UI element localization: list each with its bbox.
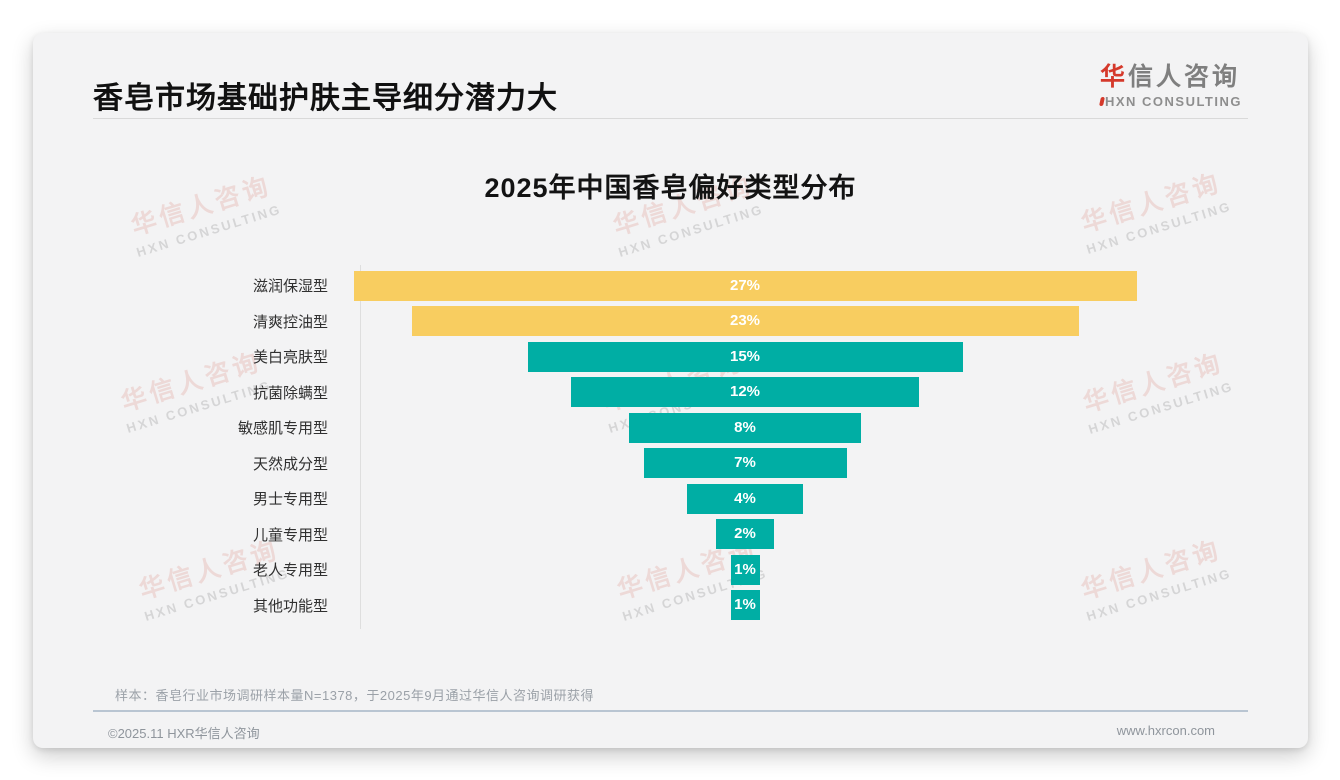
funnel-bar: 12% [571, 377, 919, 408]
category-label: 滋润保湿型 [252, 278, 328, 296]
bar-track: 23% [350, 306, 1248, 337]
funnel-row: 抗菌除螨型 12% [93, 375, 1248, 411]
bar-track: 1% [350, 590, 1248, 621]
bar-track: 4% [350, 483, 1248, 514]
report-slide: 华信人咨询 HXN CONSULTING 华信人咨询 HXN CONSULTING 华信… [33, 33, 1308, 748]
page-title: 香皂市场基础护肤主导细分潜力大 [93, 82, 558, 115]
category-label: 敏感肌专用型 [237, 420, 328, 438]
funnel-row: 男士专用型 4% [93, 481, 1248, 517]
funnel-bar: 7% [643, 448, 847, 479]
funnel-bar: 1% [730, 590, 760, 621]
funnel-chart: 滋润保湿型 27% 清爽控油型 23% 美白亮肤型 15% 抗菌除螨型 12% 敏感肌专用型 8%… [93, 265, 1248, 629]
watermark-english-text: HXN CONSULTING [134, 201, 284, 260]
website-text: www.hxrcon.com [1116, 723, 1215, 738]
category-label: 儿童专用型 [252, 526, 328, 544]
funnel-bar: 1% [730, 554, 760, 585]
chart-axis-line [360, 265, 361, 629]
funnel-row: 敏感肌专用型 8% [93, 410, 1248, 446]
funnel-row: 儿童专用型 2% [93, 517, 1248, 553]
copyright-text: ©2025.11 HXR华信人咨询 [108, 726, 260, 741]
funnel-row: 其他功能型 1% [93, 588, 1248, 624]
bar-track: 12% [350, 377, 1248, 408]
funnel-row: 滋润保湿型 27% [93, 268, 1248, 304]
funnel-row: 老人专用型 1% [93, 552, 1248, 588]
funnel-row: 美白亮肤型 15% [93, 339, 1248, 375]
funnel-bar: 23% [411, 306, 1079, 337]
company-logo: 华信人咨询 HXN CONSULTING [1098, 57, 1242, 109]
watermark-english-text: HXN CONSULTING [1084, 198, 1234, 257]
funnel-bar: 27% [353, 270, 1137, 301]
funnel-row: 天然成分型 7% [93, 446, 1248, 482]
category-label: 老人专用型 [252, 562, 328, 580]
logo-rest-chars: 信人咨询 [1127, 63, 1240, 91]
logo-english-name: HXN CONSULTING [1098, 94, 1242, 109]
bar-track: 27% [350, 270, 1248, 301]
chart-title: 2025年中国香皂偏好类型分布 [484, 173, 857, 203]
bar-track: 15% [350, 341, 1248, 372]
sample-note: 样本：香皂行业市场调研样本量N=1378，于2025年9月通过华信人咨询调研获得 [115, 688, 595, 703]
category-label: 男士专用型 [252, 491, 328, 509]
category-label: 清爽控油型 [252, 313, 328, 331]
category-label: 天然成分型 [252, 455, 328, 473]
funnel-row: 清爽控油型 23% [93, 304, 1248, 340]
bar-track: 1% [350, 554, 1248, 585]
header-divider [93, 118, 1248, 119]
footer-divider [93, 710, 1248, 712]
bar-track: 7% [350, 448, 1248, 479]
logo-accent-char: 华 [1099, 63, 1128, 91]
watermark-english-text: HXN CONSULTING [616, 201, 766, 260]
logo-chinese-name: 华信人咨询 [1100, 57, 1242, 93]
bar-track: 8% [350, 412, 1248, 443]
funnel-bar: 15% [527, 341, 963, 372]
funnel-bar: 4% [687, 483, 803, 514]
category-label: 抗菌除螨型 [252, 384, 328, 402]
category-label: 美白亮肤型 [252, 349, 328, 367]
funnel-bar: 2% [716, 519, 774, 550]
funnel-bar: 8% [629, 412, 861, 443]
category-label: 其他功能型 [252, 597, 328, 615]
bar-track: 2% [350, 519, 1248, 550]
